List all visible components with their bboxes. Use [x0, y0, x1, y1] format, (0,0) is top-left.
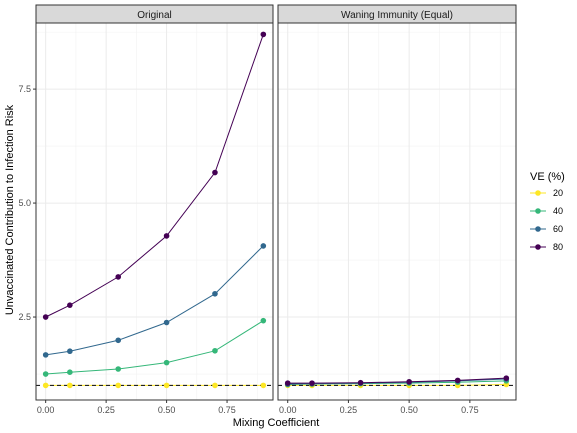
data-point-ve-40 — [163, 359, 170, 366]
data-point-ve-80 — [163, 233, 170, 239]
data-point-ve-80 — [309, 380, 315, 386]
data-point-ve-60 — [115, 337, 122, 344]
data-point-ve-80 — [212, 169, 218, 176]
data-point-ve-80 — [284, 380, 291, 386]
data-point-ve-80 — [67, 302, 73, 308]
x-tick-label: 0.00 — [279, 405, 297, 415]
legend: VE (%) 20 40 60 80 — [530, 171, 565, 252]
legend-entry-60: 60 — [530, 224, 563, 234]
legend-label: 20 — [553, 188, 563, 198]
facet-strip-label: Original — [137, 10, 171, 21]
series-line-40 — [45, 320, 264, 375]
legend-label: 80 — [553, 242, 563, 252]
x-tick-label: 0.25 — [97, 405, 115, 415]
legend-entry-20: 20 — [530, 188, 563, 198]
y-tick-label: 7.5 — [18, 84, 31, 94]
legend-title: VE (%) — [530, 171, 565, 183]
data-point-ve-60 — [163, 319, 170, 326]
legend-key-point — [535, 190, 541, 196]
panel-border — [35, 22, 274, 401]
x-tick-label: 0.50 — [400, 405, 418, 415]
panel-border — [277, 22, 517, 401]
x-tick-label: 0.25 — [340, 405, 358, 415]
data-point-ve-80 — [42, 314, 49, 320]
data-point-ve-20 — [212, 382, 218, 389]
data-point-ve-40 — [260, 317, 267, 324]
data-point-ve-40 — [115, 366, 122, 372]
data-point-ve-60 — [212, 290, 218, 297]
data-point-ve-60 — [67, 348, 73, 355]
legend-key-point — [535, 226, 541, 232]
data-point-ve-80 — [503, 375, 510, 381]
y-axis-title: Unvaccinated Contribution to Infection R… — [4, 104, 16, 315]
data-point-ve-20 — [260, 382, 267, 389]
x-axis-title: Mixing Coefficient — [233, 417, 320, 429]
data-point-ve-20 — [67, 382, 73, 389]
data-point-ve-80 — [115, 274, 122, 280]
data-point-ve-60 — [260, 243, 267, 249]
legend-key-point — [535, 244, 541, 250]
facet-panel-2: Waning Immunity (Equal) 0.00 0.25 0.50 0.75 — [277, 4, 517, 415]
y-tick-label: 2.5 — [18, 312, 31, 322]
data-point-ve-40 — [67, 369, 73, 375]
y-tick-label: 5.0 — [18, 198, 31, 208]
data-point-ve-40 — [212, 347, 218, 354]
data-point-ve-80 — [406, 378, 412, 385]
series-line-80 — [287, 377, 507, 384]
series-line-60 — [45, 245, 264, 356]
legend-entry-40: 40 — [530, 206, 563, 216]
panel-background — [278, 23, 516, 400]
panel-background — [36, 23, 273, 400]
data-point-ve-20 — [42, 382, 49, 389]
legend-key-point — [535, 208, 541, 214]
data-point-ve-80 — [260, 31, 267, 38]
data-point-ve-60 — [42, 352, 49, 358]
x-tick-label: 0.00 — [37, 405, 55, 415]
x-tick-label: 0.75 — [461, 405, 479, 415]
data-point-ve-20 — [115, 382, 122, 389]
x-tick-label: 0.50 — [158, 405, 176, 415]
data-point-ve-80 — [454, 377, 461, 384]
data-point-ve-80 — [357, 379, 364, 386]
data-point-ve-40 — [42, 371, 49, 377]
facet-panel-1: Original 0.00 0.25 0.50 0.75 2.5 5.0 7.5 — [18, 4, 274, 415]
series-line-80 — [45, 34, 264, 318]
facet-strip-label: Waning Immunity (Equal) — [341, 10, 453, 21]
legend-entry-80: 80 — [530, 242, 563, 252]
data-point-ve-20 — [163, 382, 170, 389]
legend-label: 60 — [553, 224, 563, 234]
x-tick-label: 0.75 — [218, 405, 236, 415]
panels-layer: Original 0.00 0.25 0.50 0.75 2.5 5.0 7.5 Waning … — [18, 4, 517, 415]
legend-label: 40 — [553, 206, 563, 216]
